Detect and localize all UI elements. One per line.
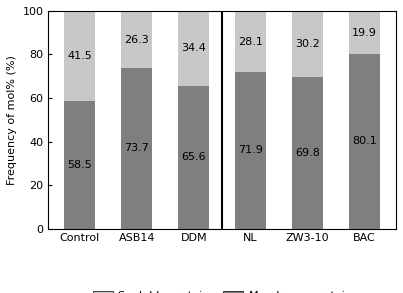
Bar — [349, 11, 380, 54]
Text: 80.1: 80.1 — [352, 137, 377, 146]
Text: 73.7: 73.7 — [125, 143, 149, 153]
Bar — [349, 54, 380, 229]
Bar — [235, 72, 266, 229]
Legend: Souluble protein, Membrane protein: Souluble protein, Membrane protein — [88, 287, 356, 293]
Bar — [292, 11, 323, 77]
Text: 30.2: 30.2 — [295, 39, 320, 49]
Text: 28.1: 28.1 — [238, 37, 263, 47]
Text: 19.9: 19.9 — [352, 28, 377, 38]
Bar — [121, 68, 152, 229]
Text: 65.6: 65.6 — [181, 152, 206, 162]
Bar — [235, 11, 266, 72]
Bar — [121, 11, 152, 68]
Text: 71.9: 71.9 — [238, 145, 263, 155]
Text: 41.5: 41.5 — [67, 51, 92, 61]
Text: 69.8: 69.8 — [295, 148, 320, 158]
Text: 34.4: 34.4 — [181, 43, 206, 53]
Y-axis label: Frequency of mol% (%): Frequency of mol% (%) — [7, 55, 17, 185]
Bar — [178, 11, 210, 86]
Bar — [64, 11, 96, 101]
Bar — [292, 77, 323, 229]
Bar — [178, 86, 210, 229]
Bar — [64, 101, 96, 229]
Text: 58.5: 58.5 — [67, 160, 92, 170]
Text: 26.3: 26.3 — [125, 35, 149, 45]
